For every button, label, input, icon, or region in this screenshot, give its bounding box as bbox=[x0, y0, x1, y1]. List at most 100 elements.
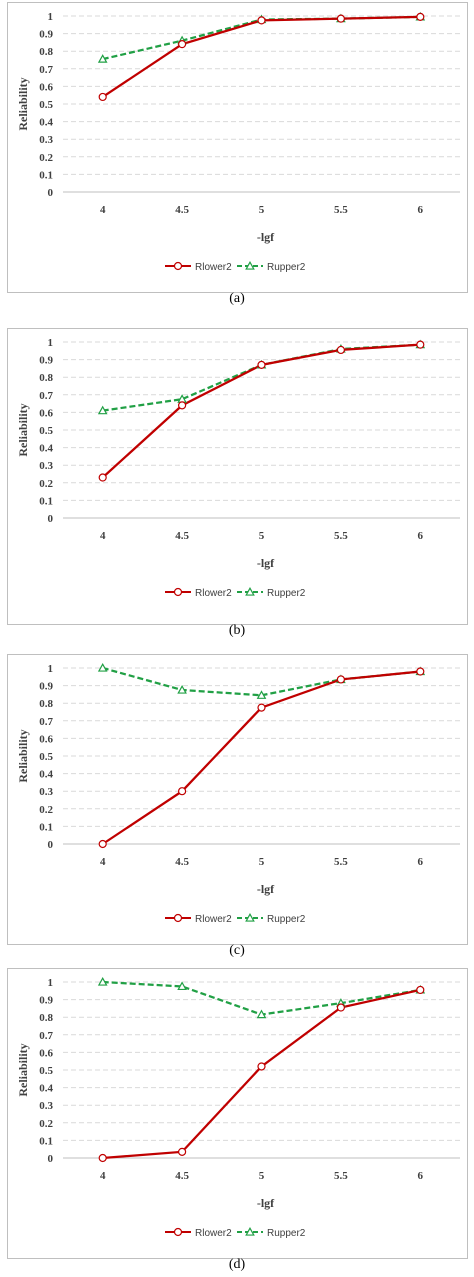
y-tick-label: 0 bbox=[48, 839, 54, 851]
chart-panel: 0 0.1 0.2 0.3 0.4 0.5 0.6 0.7 0.8 0.9 1 4 4.5 5 5.5 6 -l… bbox=[7, 2, 468, 293]
x-tick-label: 5.5 bbox=[334, 530, 348, 542]
x-tick-label: 6 bbox=[418, 204, 424, 216]
y-axis-title: Reliability bbox=[16, 1043, 30, 1096]
legend: Rlower2 Rupper2 bbox=[165, 260, 306, 273]
data-point-rupper2 bbox=[256, 1009, 267, 1019]
data-point-rlower2 bbox=[336, 1003, 345, 1012]
x-tick-label: 4.5 bbox=[175, 530, 189, 542]
y-tick-label: 0.9 bbox=[39, 355, 53, 367]
y-tick-label: 0.7 bbox=[39, 390, 53, 402]
x-tick-label: 4.5 bbox=[175, 856, 189, 868]
x-tick-label: 5 bbox=[259, 204, 265, 216]
y-tick-label: 0.7 bbox=[39, 1030, 53, 1042]
y-tick-label: 1 bbox=[48, 663, 54, 675]
legend-label-rlower2: Rlower2 bbox=[195, 588, 232, 599]
x-tick-label: 5.5 bbox=[334, 1170, 348, 1182]
x-tick-label: 4.5 bbox=[175, 1170, 189, 1182]
legend-label-rlower2: Rlower2 bbox=[195, 1228, 232, 1239]
y-tick-label: 0.4 bbox=[39, 443, 53, 455]
y-tick-label: 0.3 bbox=[39, 1100, 53, 1112]
chart-frame bbox=[7, 968, 468, 1259]
legend-marker-rupper2 bbox=[245, 912, 255, 922]
legend-marker-rupper2 bbox=[245, 260, 255, 270]
data-point-rupper2 bbox=[177, 684, 187, 694]
legend: Rlower2 Rupper2 bbox=[165, 1226, 306, 1239]
data-point-rupper2 bbox=[177, 981, 187, 991]
x-tick-label: 5 bbox=[259, 530, 265, 542]
data-point-rlower2 bbox=[257, 1062, 266, 1071]
y-tick-label: 0.8 bbox=[39, 698, 53, 710]
legend-marker-rlower2 bbox=[173, 261, 183, 271]
data-point-rupper2 bbox=[97, 54, 108, 63]
legend-marker-rlower2 bbox=[173, 1227, 183, 1237]
data-point-rlower2 bbox=[98, 839, 107, 849]
y-tick-label: 0 bbox=[48, 513, 54, 525]
legend-marker-rupper2 bbox=[245, 586, 255, 596]
data-point-rupper2 bbox=[256, 690, 267, 699]
x-tick-label: 4 bbox=[100, 530, 106, 542]
y-axis-title: Reliability bbox=[16, 77, 30, 130]
y-tick-label: 0.2 bbox=[39, 478, 53, 490]
y-tick-label: 0 bbox=[48, 1153, 54, 1165]
panel-caption: (c) bbox=[229, 943, 245, 958]
data-point-rlower2 bbox=[257, 360, 266, 369]
y-tick-label: 1 bbox=[48, 977, 54, 989]
panel-caption: (d) bbox=[229, 1257, 246, 1272]
data-point-rlower2 bbox=[98, 473, 107, 482]
y-tick-label: 0.5 bbox=[39, 751, 53, 763]
series-line-rupper2 bbox=[102, 666, 421, 697]
x-tick-label: 4 bbox=[100, 1170, 106, 1182]
x-axis-title: -lgf bbox=[257, 1196, 275, 1210]
legend-label-rlower2: Rlower2 bbox=[195, 914, 232, 925]
y-tick-label: 0.1 bbox=[39, 1135, 53, 1147]
y-tick-label: 0.1 bbox=[39, 495, 53, 507]
y-tick-label: 0.3 bbox=[39, 460, 53, 472]
y-tick-label: 0.5 bbox=[39, 99, 53, 111]
data-point-rlower2 bbox=[178, 401, 187, 410]
legend: Rlower2 Rupper2 bbox=[165, 586, 306, 599]
x-tick-label: 6 bbox=[418, 856, 424, 868]
y-tick-label: 0.9 bbox=[39, 681, 53, 693]
y-axis-title: Reliability bbox=[16, 729, 30, 782]
y-tick-label: 0.2 bbox=[39, 804, 53, 816]
y-tick-label: 0.4 bbox=[39, 769, 53, 781]
x-tick-label: 5.5 bbox=[334, 204, 348, 216]
data-point-rupper2 bbox=[97, 405, 108, 415]
data-point-rlower2 bbox=[336, 14, 345, 23]
y-tick-label: 0.5 bbox=[39, 1065, 53, 1077]
y-tick-label: 0.4 bbox=[39, 1083, 53, 1095]
y-tick-label: 0.3 bbox=[39, 134, 53, 146]
legend-marker-rupper2 bbox=[245, 1226, 255, 1236]
x-tick-label: 4 bbox=[100, 856, 106, 868]
legend-label-rlower2: Rlower2 bbox=[195, 262, 232, 273]
y-axis-title: Reliability bbox=[16, 403, 30, 456]
y-tick-label: 1 bbox=[48, 337, 54, 349]
data-point-rlower2 bbox=[178, 1147, 187, 1156]
y-tick-label: 0.6 bbox=[39, 81, 53, 93]
data-point-rlower2 bbox=[416, 985, 425, 995]
y-tick-label: 0.8 bbox=[39, 46, 53, 58]
y-tick-label: 0.6 bbox=[39, 1047, 53, 1059]
data-point-rlower2 bbox=[416, 667, 425, 676]
chart-frame bbox=[7, 654, 468, 945]
x-tick-label: 5 bbox=[259, 1170, 265, 1182]
x-tick-label: 4 bbox=[100, 204, 106, 216]
chart-panel: 0 0.1 0.2 0.3 0.4 0.5 0.6 0.7 0.8 0.9 1 4 4.5 5 5.5 6 -l… bbox=[7, 968, 468, 1259]
legend-marker-rlower2 bbox=[173, 913, 183, 923]
chart-frame bbox=[7, 2, 468, 293]
chart-panel: 0 0.1 0.2 0.3 0.4 0.5 0.6 0.7 0.8 0.9 1 4 4.5 5 5.5 6 -l… bbox=[7, 328, 468, 625]
y-tick-label: 0.7 bbox=[39, 716, 53, 728]
y-tick-label: 0 bbox=[48, 187, 54, 199]
data-point-rlower2 bbox=[178, 787, 187, 796]
data-point-rlower2 bbox=[98, 1153, 107, 1163]
data-point-rlower2 bbox=[178, 40, 187, 49]
x-axis-title: -lgf bbox=[257, 230, 275, 244]
x-tick-label: 5.5 bbox=[334, 856, 348, 868]
legend-label-rupper2: Rupper2 bbox=[267, 588, 306, 599]
data-point-rlower2 bbox=[257, 16, 266, 25]
legend: Rlower2 Rupper2 bbox=[165, 912, 306, 925]
data-point-rupper2 bbox=[97, 976, 108, 986]
x-axis-title: -lgf bbox=[257, 882, 275, 896]
legend-label-rupper2: Rupper2 bbox=[267, 914, 306, 925]
